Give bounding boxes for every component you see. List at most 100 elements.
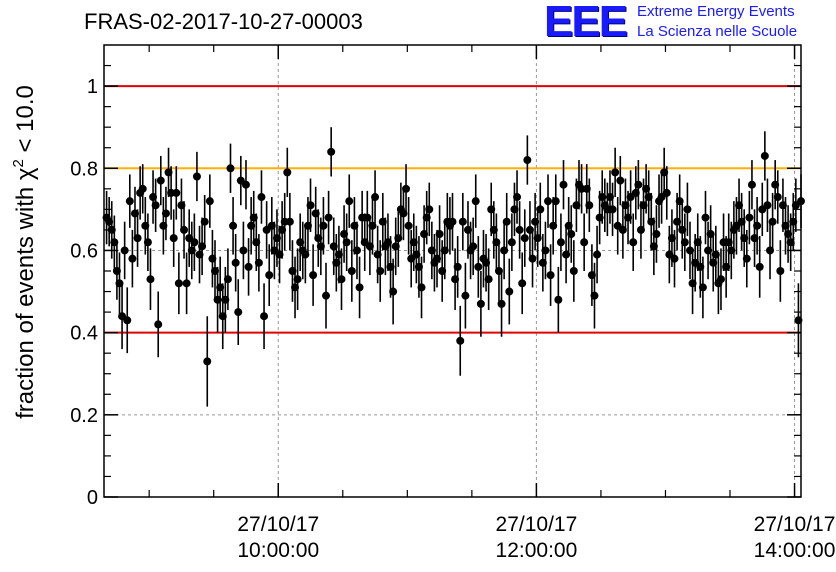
data-point	[425, 205, 434, 214]
data-point	[541, 246, 550, 255]
data-point	[458, 217, 467, 226]
data-point	[180, 225, 189, 234]
data-point	[174, 279, 183, 288]
data-point	[551, 197, 560, 206]
data-point	[533, 234, 542, 243]
data-point	[453, 262, 462, 271]
data-point	[484, 275, 493, 284]
x-tick-time-label: 10:00:00	[237, 539, 319, 562]
data-point	[226, 164, 235, 173]
data-point	[151, 201, 160, 210]
x-tick-date-label: 27/10/17	[237, 513, 319, 536]
data-point	[154, 320, 163, 329]
data-point	[239, 246, 248, 255]
data-point	[776, 267, 785, 275]
data-point	[182, 279, 191, 288]
logo-line-2: La Scienza nelle Scuole	[637, 23, 798, 40]
data-point	[190, 238, 199, 247]
data-point	[683, 205, 692, 214]
data-point	[241, 180, 250, 189]
data-point	[169, 234, 178, 243]
y-tick-label: 0.8	[70, 158, 98, 180]
data-point	[285, 217, 294, 226]
data-point	[544, 197, 553, 206]
data-point	[536, 205, 545, 214]
data-point	[417, 283, 426, 292]
data-point	[265, 271, 274, 280]
reference-lines	[104, 85, 801, 334]
data-point	[476, 299, 485, 308]
data-point	[742, 254, 751, 263]
data-point	[590, 291, 599, 300]
data-point	[569, 267, 578, 275]
eee-logo: EEE	[544, 0, 628, 46]
data-point	[760, 151, 769, 160]
data-point	[753, 221, 762, 230]
data-point	[763, 201, 772, 210]
data-point	[556, 238, 565, 247]
data-point	[283, 168, 292, 177]
data-point	[402, 184, 411, 193]
data-point	[716, 275, 725, 284]
data-point	[234, 308, 243, 317]
data-point	[745, 213, 754, 222]
data-point	[662, 188, 671, 197]
data-point	[254, 258, 263, 267]
plot-frame	[103, 44, 802, 498]
data-point	[128, 254, 137, 263]
data-point	[461, 291, 470, 300]
chart-title: FRAS-02-2017-10-27-00003	[84, 9, 363, 34]
data-point	[523, 156, 532, 165]
y-tick-label: 0.2	[70, 405, 98, 427]
x-tick-time-label: 14:00:00	[754, 539, 836, 562]
data-point	[520, 234, 529, 243]
data-point	[448, 217, 457, 226]
data-point	[701, 213, 710, 222]
data-point	[474, 262, 483, 271]
data-point	[244, 262, 253, 271]
data-points	[102, 127, 805, 407]
y-tick-label: 1	[87, 76, 98, 98]
data-point	[376, 267, 385, 275]
data-point	[502, 217, 511, 226]
data-point	[585, 201, 594, 210]
data-point	[747, 180, 756, 189]
data-point	[223, 275, 232, 284]
data-point	[324, 213, 333, 222]
data-point	[593, 250, 602, 259]
data-point	[546, 271, 555, 280]
data-point	[698, 283, 707, 292]
data-point	[368, 221, 377, 230]
data-point	[505, 287, 514, 296]
data-point	[528, 254, 537, 263]
data-point	[260, 312, 269, 321]
data-point	[611, 168, 620, 177]
data-point	[192, 172, 201, 181]
data-point	[205, 197, 214, 206]
data-point	[580, 238, 589, 247]
data-point	[125, 197, 134, 206]
data-point	[156, 176, 165, 185]
data-point	[345, 197, 354, 206]
data-point	[559, 180, 568, 189]
data-point	[133, 234, 142, 243]
data-point	[306, 201, 315, 210]
data-point	[229, 221, 238, 230]
y-tick-label: 0.6	[70, 240, 98, 262]
data-point	[123, 316, 132, 325]
data-point	[435, 230, 444, 239]
data-point	[471, 197, 480, 206]
data-point	[319, 221, 328, 230]
data-point	[342, 238, 351, 247]
data-point	[616, 176, 625, 185]
data-point	[634, 180, 643, 189]
y-axis-label: fraction of events with χ2 < 10.0	[10, 85, 39, 419]
data-point	[322, 291, 331, 300]
data-point	[629, 238, 638, 247]
data-point	[469, 242, 478, 251]
y-tick-label: 0	[87, 487, 98, 509]
logo-line-1: Extreme Energy Events	[637, 3, 795, 20]
data-point	[518, 279, 527, 288]
